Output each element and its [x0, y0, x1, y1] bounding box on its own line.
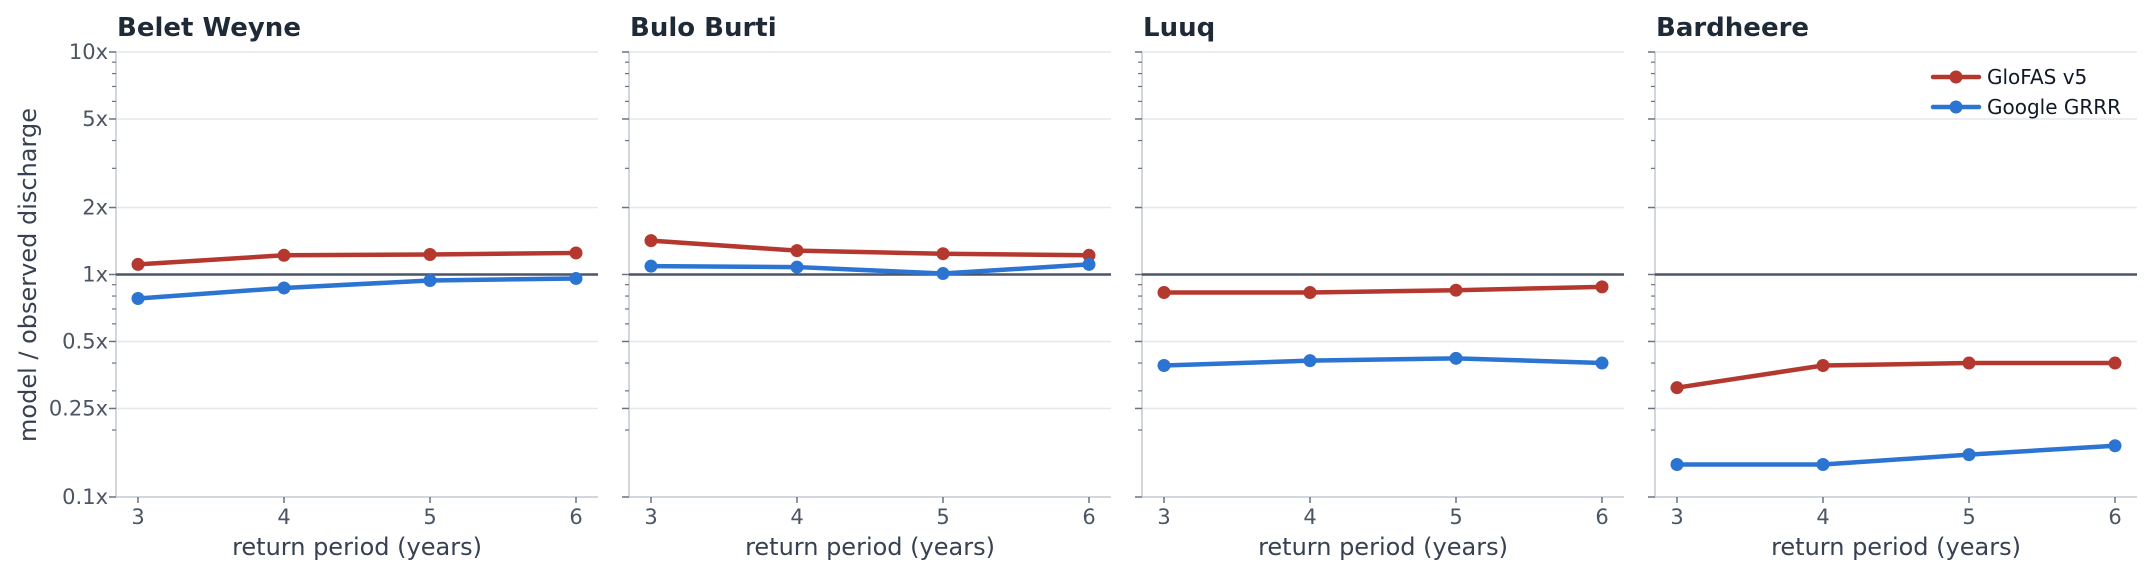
- data-point-glofas-v5: [131, 257, 145, 271]
- data-point-google-grrr: [1595, 356, 1609, 370]
- legend-label: Google GRRR: [1987, 95, 2121, 119]
- legend-label: GloFAS v5: [1987, 65, 2087, 89]
- data-point-glofas-v5: [644, 234, 658, 248]
- panel-1: 10x 5x 2x 1x 0.5x 0.25x 0.1x 3 4 5 6 return period …: [49, 13, 598, 561]
- x-tick-label: 4: [277, 505, 290, 529]
- data-point-google-grrr: [790, 260, 804, 274]
- data-point-glofas-v5: [1082, 248, 1096, 262]
- x-tick-label: 5: [423, 505, 436, 529]
- data-point-glofas-v5: [277, 248, 291, 262]
- data-point-google-grrr: [1157, 358, 1171, 372]
- data-point-glofas-v5: [569, 246, 583, 260]
- data-point-google-grrr: [2108, 439, 2122, 453]
- data-point-glofas-v5: [1816, 358, 1830, 372]
- x-tick-label: 3: [644, 505, 657, 529]
- panel-3: 3 4 5 6 return period (years) Luuq: [1135, 13, 1624, 561]
- panel-title: Bardheere: [1656, 13, 1809, 43]
- x-tick-label: 5: [1962, 505, 1975, 529]
- x-tick-label: 3: [1670, 505, 1683, 529]
- data-point-glofas-v5: [2108, 356, 2122, 370]
- y-tick-label: 2x: [82, 196, 108, 220]
- legend: GloFAS v5 Google GRRR: [1930, 65, 2121, 119]
- data-point-glofas-v5: [1157, 286, 1171, 300]
- data-point-glofas-v5: [1303, 286, 1317, 300]
- data-point-google-grrr: [1670, 457, 1684, 471]
- data-point-google-grrr: [1303, 354, 1317, 368]
- y-tick-label: 0.5x: [62, 329, 108, 353]
- series-line-glofas-v5: [135, 250, 579, 267]
- y-tick-label: 0.1x: [62, 485, 108, 509]
- data-point-google-grrr: [569, 271, 583, 285]
- data-point-glofas-v5: [423, 247, 437, 261]
- data-point-glofas-v5: [1595, 280, 1609, 294]
- data-point-google-grrr: [423, 273, 437, 287]
- series-line-google-grrr: [1674, 443, 2118, 467]
- data-point-google-grrr: [1449, 351, 1463, 365]
- y-tick-label: 10x: [69, 40, 108, 64]
- series-line-google-grrr: [1161, 356, 1605, 368]
- data-point-google-grrr: [1816, 457, 1830, 471]
- data-point-glofas-v5: [1670, 381, 1684, 395]
- data-point-google-grrr: [277, 281, 291, 295]
- x-tick-label: 6: [1082, 505, 1095, 529]
- panel-4: 3 4 5 6 return period (years) Bardheere GloFAS…: [1648, 13, 2137, 561]
- x-tick-label: 3: [131, 505, 144, 529]
- legend-marker: [1949, 100, 1963, 114]
- data-point-glofas-v5: [790, 244, 804, 258]
- x-axis-label: return period (years): [1771, 533, 2021, 561]
- data-point-glofas-v5: [1449, 283, 1463, 297]
- x-tick-label: 6: [1595, 505, 1608, 529]
- y-tick-label: 0.25x: [49, 396, 108, 420]
- x-axis-label: return period (years): [1258, 533, 1508, 561]
- x-tick-label: 6: [569, 505, 582, 529]
- panel-title: Bulo Burti: [630, 13, 777, 43]
- panel-2: 3 4 5 6 return period (years) Bulo Burti: [622, 13, 1111, 561]
- x-tick-label: 4: [1303, 505, 1316, 529]
- x-tick-label: 4: [790, 505, 803, 529]
- data-point-google-grrr: [1082, 257, 1096, 271]
- data-point-glofas-v5: [936, 247, 950, 261]
- series-line-glofas-v5: [1674, 360, 2118, 390]
- series-line-google-grrr: [648, 262, 1092, 276]
- series-line-glofas-v5: [648, 238, 1092, 258]
- legend-marker: [1949, 70, 1963, 84]
- series-line-google-grrr: [135, 276, 579, 301]
- x-tick-label: 4: [1816, 505, 1829, 529]
- data-point-google-grrr: [1962, 448, 1976, 462]
- chart-panels: 10x 5x 2x 1x 0.5x 0.25x 0.1x 3 4 5 6 return period …: [49, 13, 2137, 561]
- data-point-google-grrr: [644, 259, 658, 273]
- x-tick-label: 5: [1449, 505, 1462, 529]
- x-tick-label: 5: [936, 505, 949, 529]
- x-tick-label: 3: [1157, 505, 1170, 529]
- x-axis-label: return period (years): [232, 533, 482, 561]
- y-tick-label: 1x: [82, 263, 108, 287]
- y-tick-label: 5x: [82, 107, 108, 131]
- x-tick-label: 6: [2108, 505, 2121, 529]
- panel-title: Luuq: [1143, 13, 1215, 43]
- data-point-glofas-v5: [1962, 356, 1976, 370]
- data-point-google-grrr: [936, 267, 950, 281]
- series-line-glofas-v5: [1161, 284, 1605, 295]
- y-axis-label: model / observed discharge: [14, 108, 42, 442]
- panel-title: Belet Weyne: [117, 13, 301, 43]
- data-point-google-grrr: [131, 292, 145, 306]
- x-axis-label: return period (years): [745, 533, 995, 561]
